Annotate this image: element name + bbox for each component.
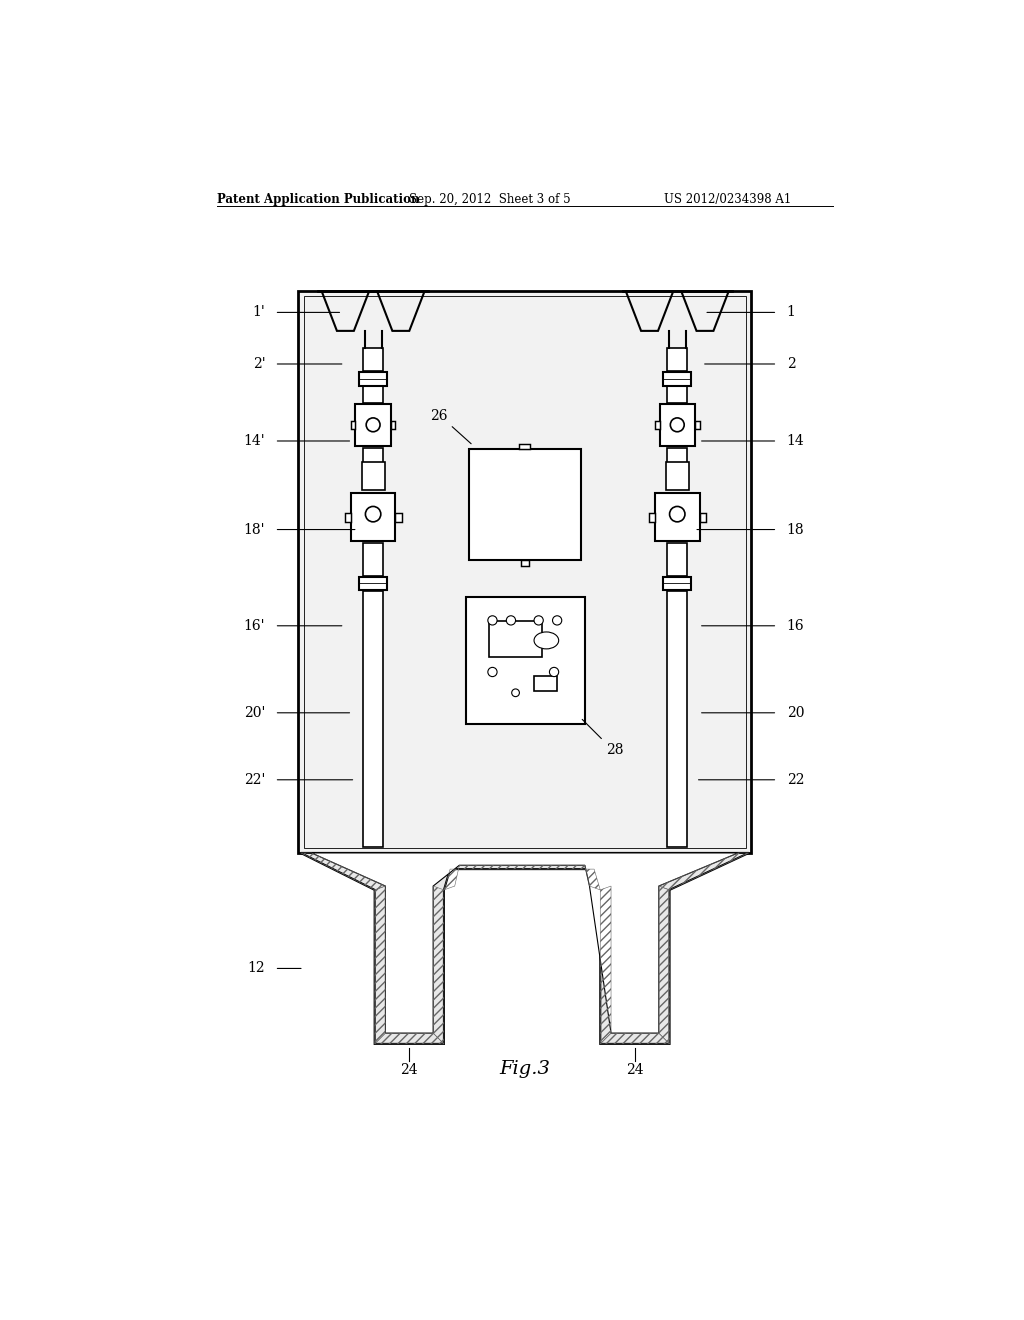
Bar [668,591,687,847]
Bar [364,348,383,371]
Bar [469,449,581,561]
Bar [364,591,383,847]
Bar [391,421,395,429]
Circle shape [670,507,685,521]
Circle shape [671,418,684,432]
Bar [395,512,401,521]
Text: 1': 1' [253,305,265,319]
Bar [364,387,383,404]
Bar [655,421,659,429]
Circle shape [506,615,515,626]
Text: 2: 2 [786,356,796,371]
Bar [664,372,691,385]
Bar [668,348,687,371]
Text: 12: 12 [248,961,265,975]
Bar [535,676,557,692]
Text: 16': 16' [244,619,265,632]
Text: 18': 18' [244,523,265,536]
Bar [364,447,383,470]
Bar [521,560,528,566]
Text: 1: 1 [786,305,796,319]
Bar [664,577,691,590]
Bar [359,372,387,385]
Polygon shape [301,853,749,1044]
Bar [666,462,689,490]
Circle shape [512,689,519,697]
Text: 22: 22 [786,772,804,787]
Bar [519,444,530,449]
Circle shape [550,668,559,677]
Text: 16: 16 [786,619,804,632]
Text: 28: 28 [605,743,624,756]
Circle shape [487,668,497,677]
Text: US 2012/0234398 A1: US 2012/0234398 A1 [665,193,792,206]
Text: 20: 20 [786,706,804,719]
Bar [489,622,542,656]
Bar [298,290,752,853]
Circle shape [487,615,497,626]
Bar [649,512,655,521]
Circle shape [366,507,381,521]
Text: 26: 26 [430,408,447,422]
Text: 14: 14 [786,434,804,447]
Polygon shape [311,853,738,1034]
Bar [355,404,391,446]
Ellipse shape [535,632,559,649]
Text: Fig.3: Fig.3 [500,1060,550,1077]
Text: 2': 2' [253,356,265,371]
Text: Sep. 20, 2012  Sheet 3 of 5: Sep. 20, 2012 Sheet 3 of 5 [410,193,571,206]
Bar [659,404,695,446]
Text: 24: 24 [400,1063,418,1077]
Text: 20': 20' [244,706,265,719]
Bar [655,494,699,541]
Text: 14': 14' [244,434,265,447]
Bar [364,544,383,576]
Bar [351,421,355,429]
Bar [304,296,745,847]
Text: Patent Application Publication: Patent Application Publication [217,193,419,206]
Circle shape [553,615,562,626]
Circle shape [535,615,544,626]
Text: 24: 24 [626,1063,644,1077]
Bar [351,494,395,541]
Bar [361,462,385,490]
Bar [359,577,387,590]
Bar [699,512,706,521]
Bar [668,447,687,470]
Circle shape [367,418,380,432]
Text: 18: 18 [786,523,804,536]
Bar [345,512,351,521]
Bar [466,597,585,723]
Bar [668,544,687,576]
Bar [668,387,687,404]
Bar [695,421,699,429]
Text: 22': 22' [244,772,265,787]
